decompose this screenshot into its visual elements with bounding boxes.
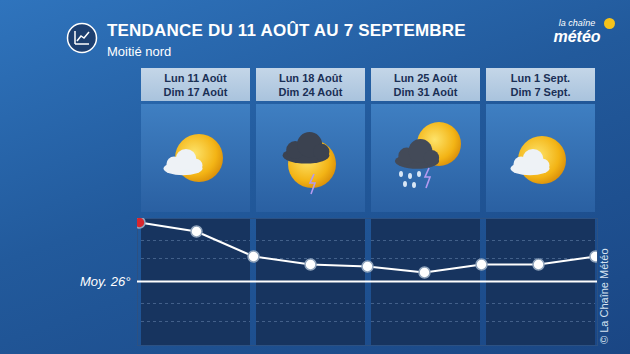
html-text:© La Chaîne Météo: © La Chaîne Météo: [598, 248, 610, 344]
html-text:TENDANCE DU 11 AOÛT AU 7 SEPTE: TENDANCE DU 11 AOÛT AU 7 SEPTEMBRE: [107, 21, 466, 40]
svg-text:Moy. 26°: Moy. 26°: [80, 274, 130, 289]
html-text:Lun 25 Août: Lun 25 Août: [393, 72, 458, 84]
html-text:Moitié nord: Moitié nord: [107, 44, 172, 59]
html-text:Dim 7 Sept.: Dim 7 Sept.: [510, 86, 571, 98]
html-text:Dim 24 Août: Dim 24 Août: [278, 86, 343, 98]
html-text:météo: météo: [553, 28, 601, 45]
html-text:Lun 11 Août: Lun 11 Août: [164, 72, 227, 84]
html-text:Dim 17 Août: Dim 17 Août: [163, 86, 228, 98]
html-text:la chaîne: la chaîne: [558, 18, 596, 28]
html-text:Lun 1 Sept.: Lun 1 Sept.: [510, 72, 571, 84]
html-text:Dim 31 Août: Dim 31 Août: [393, 86, 458, 98]
html-text:Lun 18 Août: Lun 18 Août: [278, 72, 343, 84]
